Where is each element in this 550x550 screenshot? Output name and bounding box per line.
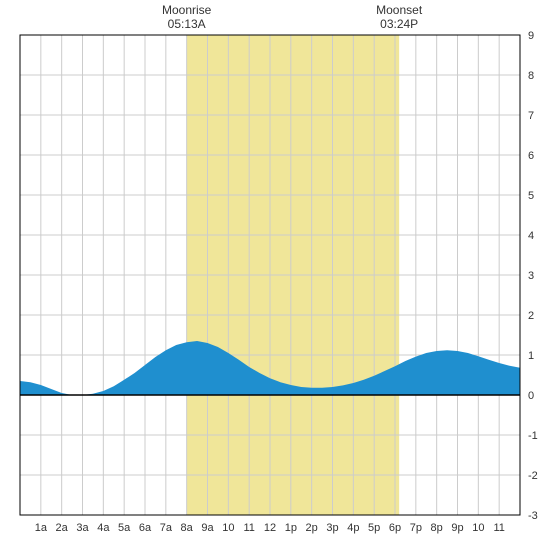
x-tick-label: 7p bbox=[410, 522, 422, 534]
x-tick-label: 8p bbox=[431, 522, 443, 534]
y-tick-label: -1 bbox=[528, 430, 538, 442]
x-tick-label: 12 bbox=[264, 522, 276, 534]
x-tick-label: 9p bbox=[451, 522, 463, 534]
tide-chart: 1a2a3a4a5a6a7a8a9a1011121p2p3p4p5p6p7p8p… bbox=[0, 0, 550, 550]
moonset-time: 03:24P bbox=[380, 17, 418, 31]
x-tick-label: 10 bbox=[222, 522, 234, 534]
y-tick-label: 6 bbox=[528, 150, 534, 162]
x-tick-label: 5a bbox=[118, 522, 131, 534]
x-tick-label: 4a bbox=[97, 522, 110, 534]
x-tick-label: 1p bbox=[285, 522, 297, 534]
y-tick-label: 9 bbox=[528, 30, 534, 42]
x-tick-label: 2p bbox=[306, 522, 318, 534]
y-tick-label: 1 bbox=[528, 350, 534, 362]
y-tick-label: 8 bbox=[528, 70, 534, 82]
x-tick-label: 10 bbox=[472, 522, 484, 534]
x-tick-label: 3p bbox=[326, 522, 338, 534]
x-tick-label: 6p bbox=[389, 522, 401, 534]
x-tick-label: 9a bbox=[201, 522, 214, 534]
y-tick-label: 2 bbox=[528, 310, 534, 322]
x-tick-label: 5p bbox=[368, 522, 380, 534]
y-tick-label: 4 bbox=[528, 230, 534, 242]
x-tick-label: 3a bbox=[76, 522, 89, 534]
y-tick-label: -3 bbox=[528, 510, 538, 522]
x-tick-label: 2a bbox=[56, 522, 69, 534]
x-tick-label: 11 bbox=[493, 522, 504, 534]
moonrise-label: Moonrise bbox=[162, 3, 212, 17]
x-tick-label: 4p bbox=[347, 522, 359, 534]
x-tick-label: 7a bbox=[160, 522, 173, 534]
y-tick-label: -2 bbox=[528, 470, 538, 482]
y-tick-label: 7 bbox=[528, 110, 534, 122]
y-tick-label: 0 bbox=[528, 390, 534, 402]
x-tick-label: 6a bbox=[139, 522, 152, 534]
x-tick-label: 11 bbox=[243, 522, 254, 534]
chart-svg: 1a2a3a4a5a6a7a8a9a1011121p2p3p4p5p6p7p8p… bbox=[0, 0, 550, 550]
x-tick-label: 1a bbox=[35, 522, 48, 534]
moonset-label: Moonset bbox=[376, 3, 423, 17]
y-tick-label: 5 bbox=[528, 190, 534, 202]
moonrise-time: 05:13A bbox=[168, 17, 206, 31]
x-tick-label: 8a bbox=[181, 522, 194, 534]
y-tick-label: 3 bbox=[528, 270, 534, 282]
